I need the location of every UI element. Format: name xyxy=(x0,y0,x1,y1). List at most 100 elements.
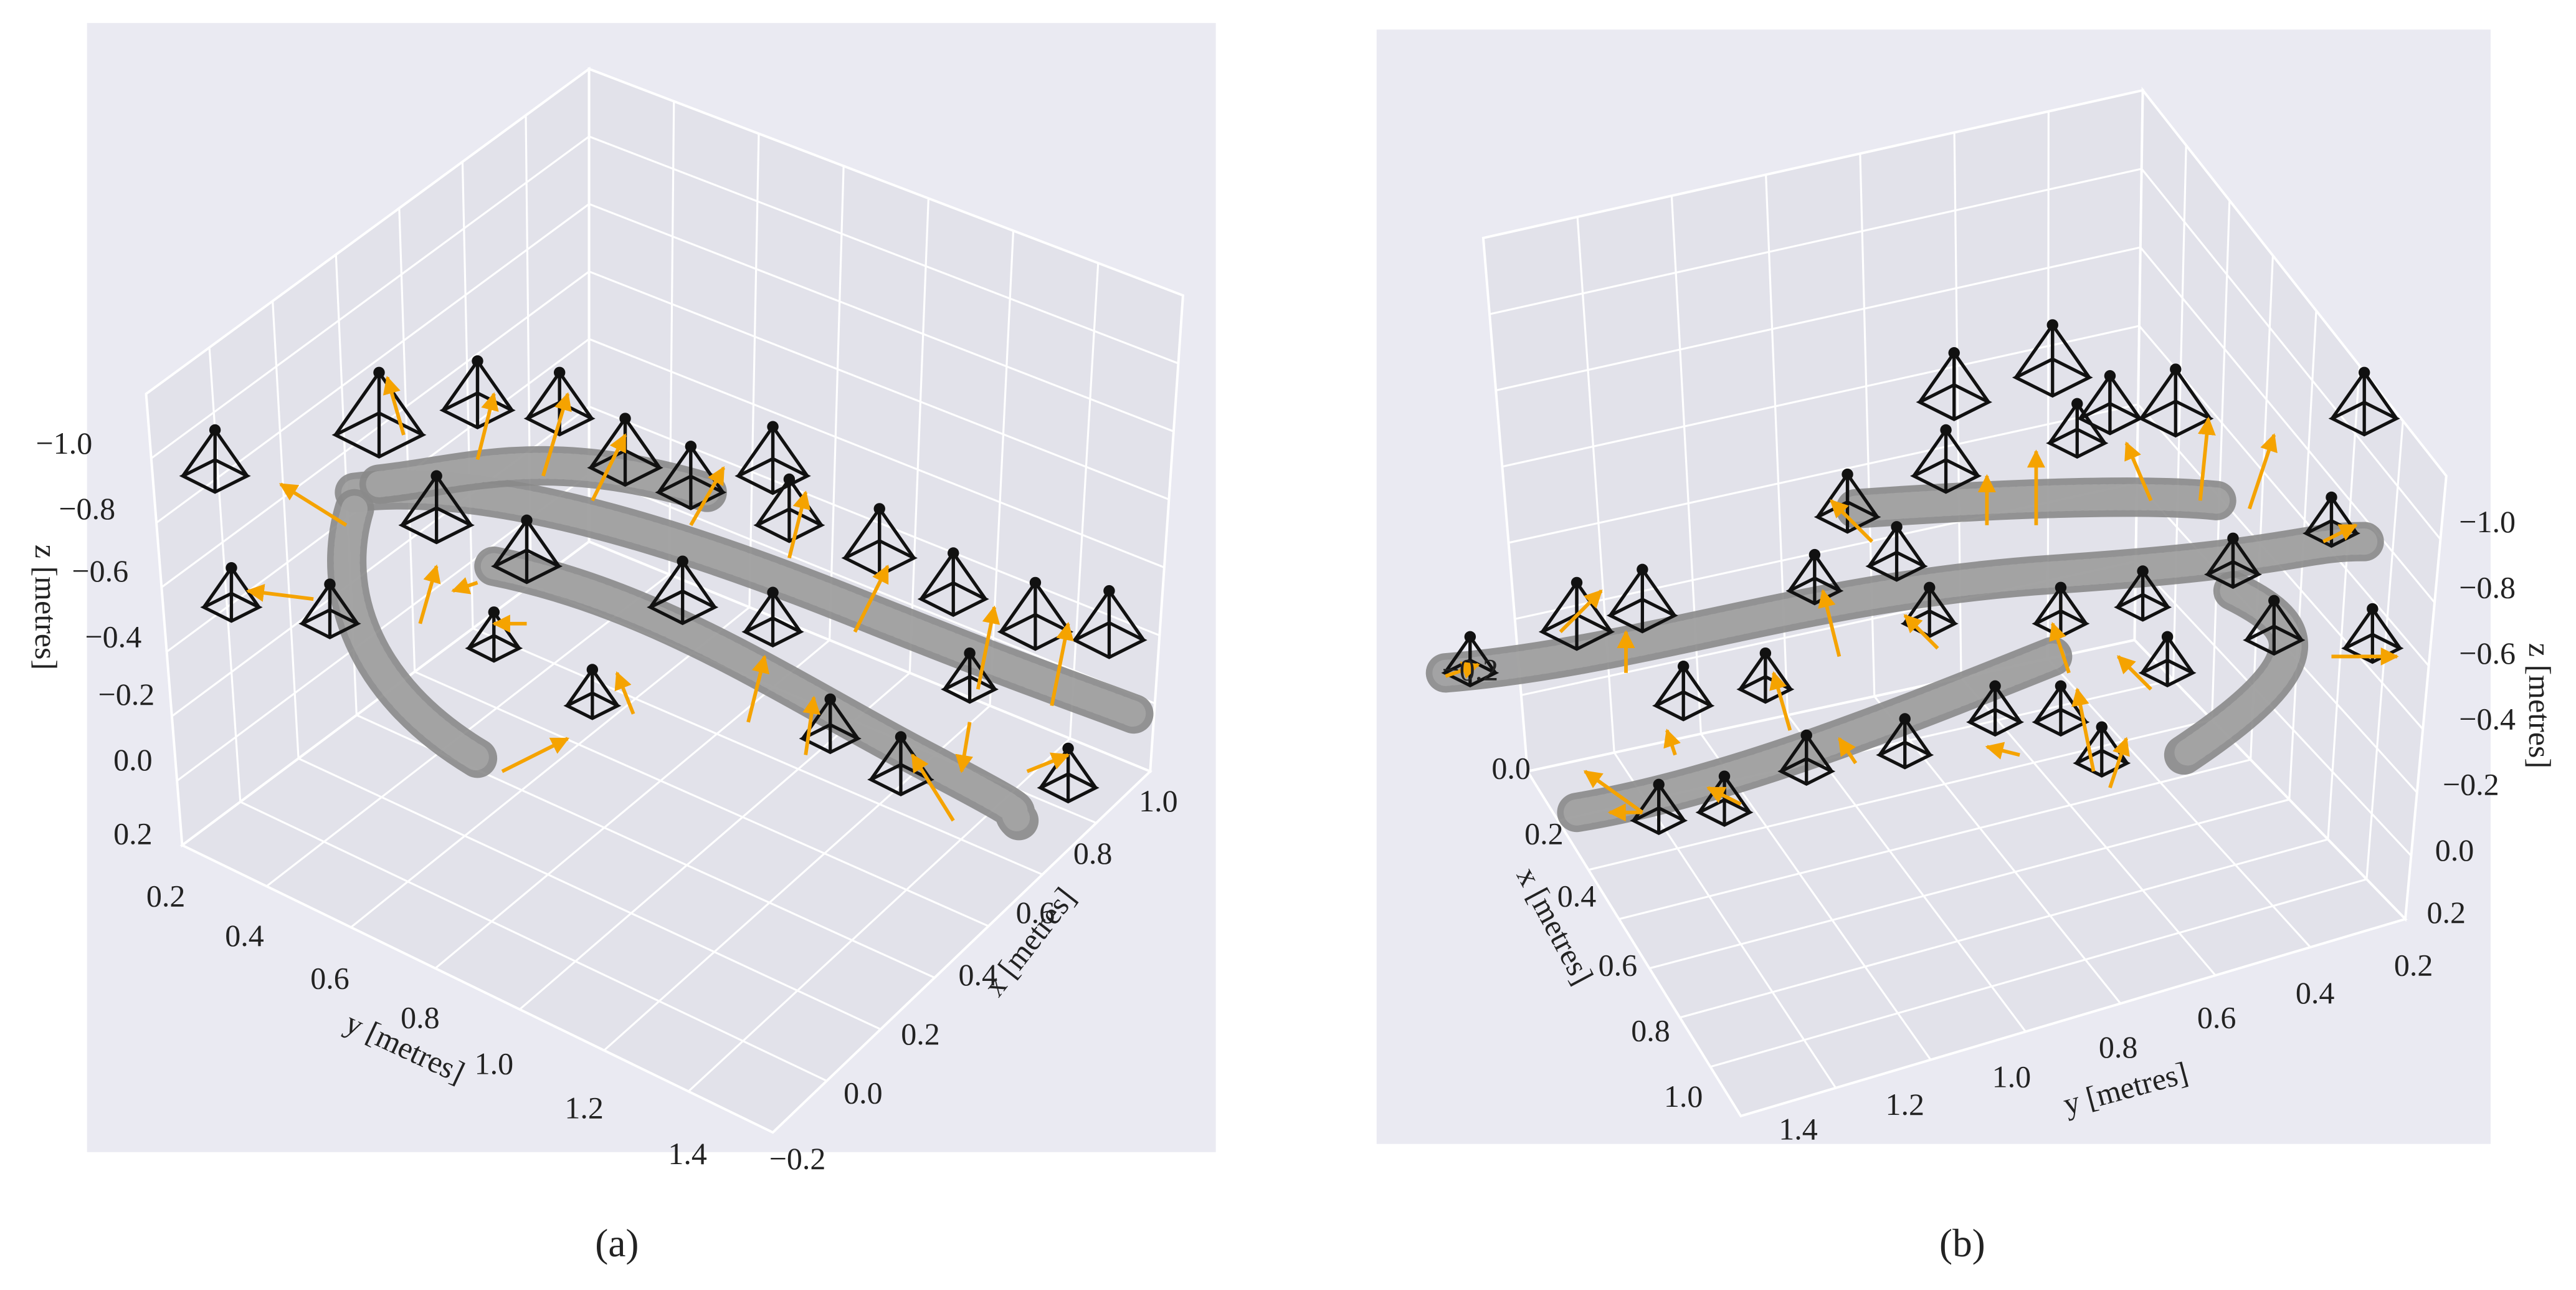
camera-edge xyxy=(2034,586,2063,625)
point-cloud-texture xyxy=(333,495,491,772)
x-tick-label: 1.0 xyxy=(1664,1079,1703,1114)
camera-base xyxy=(2032,707,2090,737)
camera-edge xyxy=(2116,570,2144,608)
x-tick-label: 0.0 xyxy=(844,1076,883,1111)
camera-direction xyxy=(1837,737,1858,765)
camera-direction xyxy=(591,433,627,502)
grid-line xyxy=(298,757,882,1031)
grid-line xyxy=(156,203,590,524)
camera-centre xyxy=(1653,778,1665,791)
camera-edge xyxy=(1641,568,1676,617)
y-tick-label: 1.2 xyxy=(564,1090,604,1125)
camera-edge xyxy=(2273,600,2303,641)
camera-edge xyxy=(1968,685,1997,724)
camera-centre xyxy=(2071,398,2083,410)
grid-line xyxy=(1508,403,2139,544)
camera-edge xyxy=(1878,718,1906,756)
camera-edge xyxy=(829,698,860,740)
grid-line xyxy=(1710,878,2367,1068)
camera-centre xyxy=(1842,468,1853,480)
grid-line xyxy=(461,161,474,629)
camera-direction xyxy=(787,490,810,559)
camera-centre xyxy=(1677,661,1690,672)
camera-base xyxy=(1037,772,1100,804)
z-axis-label: z [metres] xyxy=(29,545,64,670)
camera-centre xyxy=(1464,631,1476,643)
camera-centre xyxy=(1891,521,1903,533)
camera-base xyxy=(741,616,804,647)
grid-line xyxy=(1960,677,2217,977)
camera-centre xyxy=(2055,680,2067,692)
camera-edge xyxy=(952,552,987,600)
x-tick-label: 1.0 xyxy=(1139,783,1178,818)
camera-edge xyxy=(301,583,331,625)
camera-centre xyxy=(324,578,336,590)
camera-edge xyxy=(1816,473,1849,518)
z-tick-label: −0.8 xyxy=(2459,570,2516,605)
y-tick-label: 1.2 xyxy=(1885,1087,1924,1122)
camera-edge xyxy=(1805,734,1833,773)
grid-line xyxy=(829,166,845,641)
camera-edge xyxy=(566,668,594,707)
camera-centre xyxy=(964,647,976,659)
camera-centre xyxy=(895,731,907,743)
grid-line xyxy=(989,231,1015,706)
camera-direction xyxy=(1769,671,1792,731)
camera-base xyxy=(439,391,516,429)
camera-edge xyxy=(999,581,1037,633)
point-cloud-texture xyxy=(480,553,1032,834)
camera-edge xyxy=(1779,734,1808,773)
camera-edge xyxy=(442,360,479,411)
grid-line xyxy=(434,639,830,970)
camera-centre xyxy=(2326,491,2337,504)
camera-edge xyxy=(2371,608,2402,649)
camera-direction xyxy=(1830,499,1874,543)
x-tick-label: 0.8 xyxy=(1631,1013,1670,1048)
camera-direction xyxy=(2071,687,2096,772)
camera-edge xyxy=(771,426,809,477)
camera-direction xyxy=(1026,752,1070,773)
camera-direction xyxy=(2117,655,2152,691)
camera-edge xyxy=(1657,783,1686,822)
camera-edge xyxy=(649,560,684,608)
camera-edge xyxy=(476,360,513,411)
camera-edge xyxy=(2034,685,2063,724)
grid-line xyxy=(398,208,416,672)
x-tick-label: −0.2 xyxy=(769,1141,826,1176)
y-tick-label: 1.4 xyxy=(1779,1112,1818,1147)
camera-edge xyxy=(1723,775,1751,814)
y-tick-label: 0.2 xyxy=(2394,947,2433,982)
grid-line xyxy=(2138,325,2430,667)
camera-edge xyxy=(1868,525,1898,568)
camera-direction xyxy=(910,753,955,822)
camera-edge xyxy=(328,583,359,625)
camera-edge xyxy=(2304,496,2333,535)
camera-edge xyxy=(2362,371,2398,420)
grid-line xyxy=(2327,365,2361,839)
camera-edge xyxy=(2245,600,2276,641)
z-tick-label: 0.2 xyxy=(113,816,153,851)
camera-direction xyxy=(1903,614,1939,650)
camera-direction xyxy=(1559,590,1603,633)
x-tick-label: 0.6 xyxy=(1599,947,1638,982)
camera-edge xyxy=(1654,665,1685,707)
camera-direction xyxy=(1050,621,1074,707)
camera-edge xyxy=(526,371,561,420)
camera-edge xyxy=(2139,368,2177,420)
camera-edge xyxy=(558,371,593,420)
point-cloud-texture xyxy=(341,476,1148,727)
camera-base xyxy=(753,507,825,543)
camera-edge xyxy=(1541,581,1579,633)
camera-edge xyxy=(624,418,661,469)
grid-line xyxy=(1502,325,2140,468)
grid-line xyxy=(908,198,929,673)
camera-edge xyxy=(525,519,561,568)
camera-edge xyxy=(844,507,881,559)
camera-edge xyxy=(2141,570,2170,608)
camera-direction xyxy=(2322,523,2358,543)
z-tick-label: 0.0 xyxy=(113,742,153,777)
camera-centre xyxy=(2055,581,2067,594)
camera-direction xyxy=(245,583,314,602)
